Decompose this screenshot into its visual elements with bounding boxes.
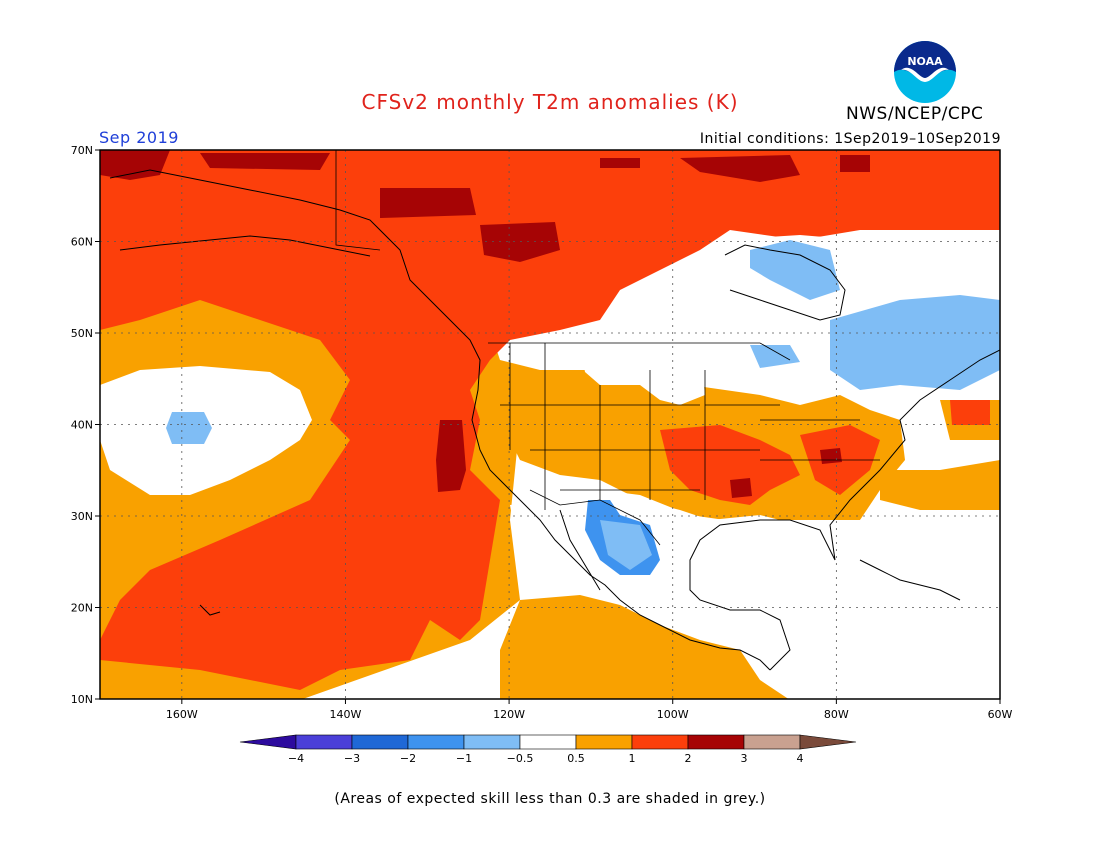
colorbar-label: 4	[797, 752, 804, 765]
anomaly-region-central-america-warm	[500, 595, 789, 699]
anomaly-region-eastern-canada-cool	[750, 240, 840, 368]
anomaly-region-central-us-hot-spot	[730, 448, 842, 498]
logo-text: NOAA	[907, 55, 943, 68]
latitude-label: 10N	[71, 693, 93, 706]
colorbar-label: 3	[741, 752, 748, 765]
latitude-label: 50N	[71, 327, 93, 340]
latitude-label: 70N	[71, 144, 93, 157]
colorbar-label: 1	[629, 752, 636, 765]
colorbar-arrow-low	[239, 734, 297, 750]
anomaly-region-eastern-canada-neutral	[620, 235, 1000, 470]
longitude-label: 80W	[824, 708, 849, 720]
colorbar-label: 0.5	[567, 752, 585, 765]
colorbar-label: −1	[456, 752, 472, 765]
axis-ticks: 70N 60N 50N 40N 30N 20N 10N 160W 140W 120W 100W 80W…	[71, 144, 1013, 720]
latitude-label: 60N	[71, 236, 93, 249]
skill-footnote: (Areas of expected skill less than 0.3 a…	[334, 791, 766, 807]
colorbar-label: −2	[400, 752, 416, 765]
map-title: CFSv2 monthly T2m anomalies (K)	[361, 90, 739, 114]
latitude-label: 20N	[71, 602, 93, 615]
political-borders	[335, 150, 880, 546]
colorbar-segment	[687, 734, 745, 750]
valid-month-label: Sep 2019	[99, 128, 179, 147]
colorbar-segment	[743, 734, 801, 750]
anomaly-region-west-coast-hot-spot	[436, 420, 466, 492]
longitude-label: 60W	[988, 708, 1013, 720]
colorbar-segment	[519, 734, 577, 750]
initial-conditions-label: Initial conditions: 1Sep2019–10Sep2019	[699, 131, 1001, 147]
colorbar-segment	[351, 734, 409, 750]
anomaly-region-us-neutral	[580, 345, 705, 405]
anomaly-region-atlantic-cool	[830, 295, 1000, 390]
longitude-label: 140W	[330, 708, 362, 720]
anomaly-region-central-us-warm	[660, 425, 800, 505]
anomaly-region-atlantic-warm-spot	[950, 400, 990, 425]
colorbar-segment	[575, 734, 633, 750]
anomaly-region-caribbean-warm	[880, 400, 1000, 510]
colorbar-label: −0.5	[507, 752, 534, 765]
graticule	[100, 150, 1000, 699]
coastlines	[109, 169, 1000, 671]
longitude-label: 160W	[166, 708, 198, 720]
colorbar-segment	[407, 734, 465, 750]
latitude-label: 40N	[71, 419, 93, 432]
latitude-label: 30N	[71, 510, 93, 523]
colorbar-segment	[463, 734, 521, 750]
colorbar-segment	[295, 734, 353, 750]
anomaly-region-north-pacific-warm	[100, 150, 1000, 690]
anomaly-region-central-pacific-cool-spot	[166, 412, 212, 444]
noaa-logo: NOAA	[894, 41, 956, 103]
agency-label: NWS/NCEP/CPC	[846, 104, 984, 124]
colorbar-arrow-high	[799, 734, 857, 750]
colorbar-label: −3	[344, 752, 360, 765]
longitude-label: 120W	[493, 708, 525, 720]
colorbar-label: 2	[685, 752, 692, 765]
anomaly-map: 70N 60N 50N 40N 30N 20N 10N 160W 140W 120W 100W 80W…	[71, 144, 1013, 720]
colorbar-label: −4	[288, 752, 304, 765]
longitude-label: 100W	[657, 708, 689, 720]
anomaly-region-northwest-mexico-light-cool	[600, 520, 652, 570]
anomaly-region-northern-canada-hot-spots	[100, 150, 870, 262]
colorbar-segment	[631, 734, 689, 750]
colorbar: −4 −3 −2 −1 −0.5 0.5 1 2 3 4	[239, 734, 857, 765]
